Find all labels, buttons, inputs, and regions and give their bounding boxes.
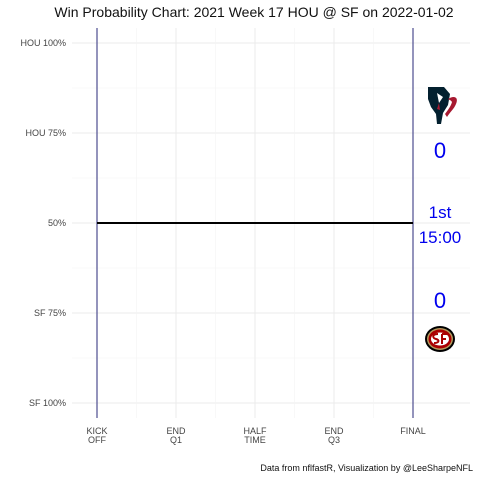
chart-caption: Data from nflfastR, Visualization by @Le…	[260, 463, 473, 473]
49ers-logo	[425, 326, 455, 352]
y-tick-label: SF 100%	[29, 398, 66, 408]
x-tick-label: FINAL	[400, 426, 426, 436]
sf-score: 0	[434, 288, 446, 313]
x-tick-label: HALF TIME	[243, 426, 267, 445]
game-clock: 15:00	[419, 228, 462, 247]
y-tick-label: 50%	[48, 218, 66, 228]
x-tick-label: END Q3	[324, 426, 344, 445]
texans-logo	[428, 87, 457, 124]
y-tick-label: SF 75%	[34, 308, 66, 318]
y-axis: HOU 100% HOU 75% 50% SF 75% SF 100%	[20, 38, 66, 408]
y-tick-label: HOU 75%	[25, 128, 66, 138]
x-tick-label: KICK OFF	[86, 426, 107, 445]
y-tick-label: HOU 100%	[20, 38, 66, 48]
hou-score: 0	[434, 138, 446, 163]
game-quarter: 1st	[429, 203, 452, 222]
x-tick-label: END Q1	[166, 426, 186, 445]
x-axis: KICK OFF END Q1 HALF TIME END Q3 FINAL	[86, 426, 425, 445]
chart-title: Win Probability Chart: 2021 Week 17 HOU …	[54, 4, 453, 20]
